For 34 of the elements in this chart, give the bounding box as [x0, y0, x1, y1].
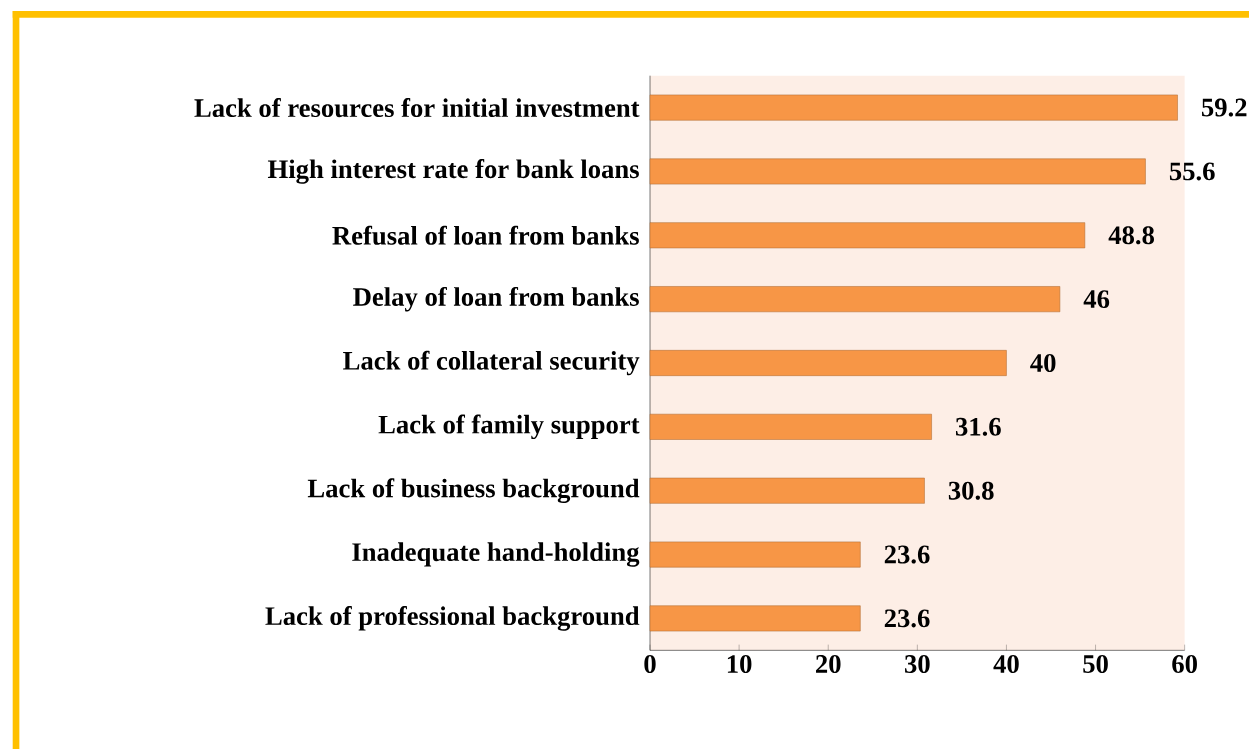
x-tick-label: 30 [905, 655, 930, 674]
y-tick-label: Refusal of loan from banks [332, 225, 639, 245]
bar [649, 286, 1061, 313]
x-tick-label: 0 [644, 655, 656, 674]
y-tick-label: Lack of professional background [265, 606, 640, 631]
bar [649, 222, 1086, 249]
y-tick-label: Inadequate hand-holding [352, 542, 640, 567]
bar [649, 477, 925, 504]
y-tick-label: Lack of family support [378, 414, 640, 440]
data-label: 48.8 [1108, 226, 1154, 245]
bar [649, 605, 861, 632]
x-tick-label: 50 [1083, 655, 1108, 674]
x-tick-label: 10 [727, 655, 752, 674]
x-tick-label: 40 [993, 655, 1019, 674]
data-label: 55.6 [1169, 162, 1215, 181]
data-label: 46 [1083, 290, 1110, 309]
data-label: 23.6 [884, 545, 930, 564]
y-tick-label: Lack of resources for initial investment [194, 98, 640, 118]
y-tick-label: Lack of collateral security [343, 350, 640, 376]
data-label: 40 [1030, 354, 1056, 372]
data-label: 31.6 [955, 417, 1001, 436]
data-label: 30.8 [948, 481, 994, 500]
x-tick-label: 20 [816, 655, 841, 674]
x-tick-label: 60 [1172, 655, 1197, 674]
bar [649, 350, 1007, 376]
bar [649, 541, 861, 568]
bar [649, 413, 932, 440]
bar [649, 158, 1146, 185]
y-tick-label: Lack of business background [307, 478, 640, 504]
data-label: 59.2 [1201, 98, 1247, 117]
bar [649, 94, 1178, 121]
data-label: 23.6 [884, 609, 930, 628]
y-tick-label: High interest rate for bank loans [267, 159, 639, 184]
y-tick-label: Delay of loan from banks [353, 286, 639, 312]
